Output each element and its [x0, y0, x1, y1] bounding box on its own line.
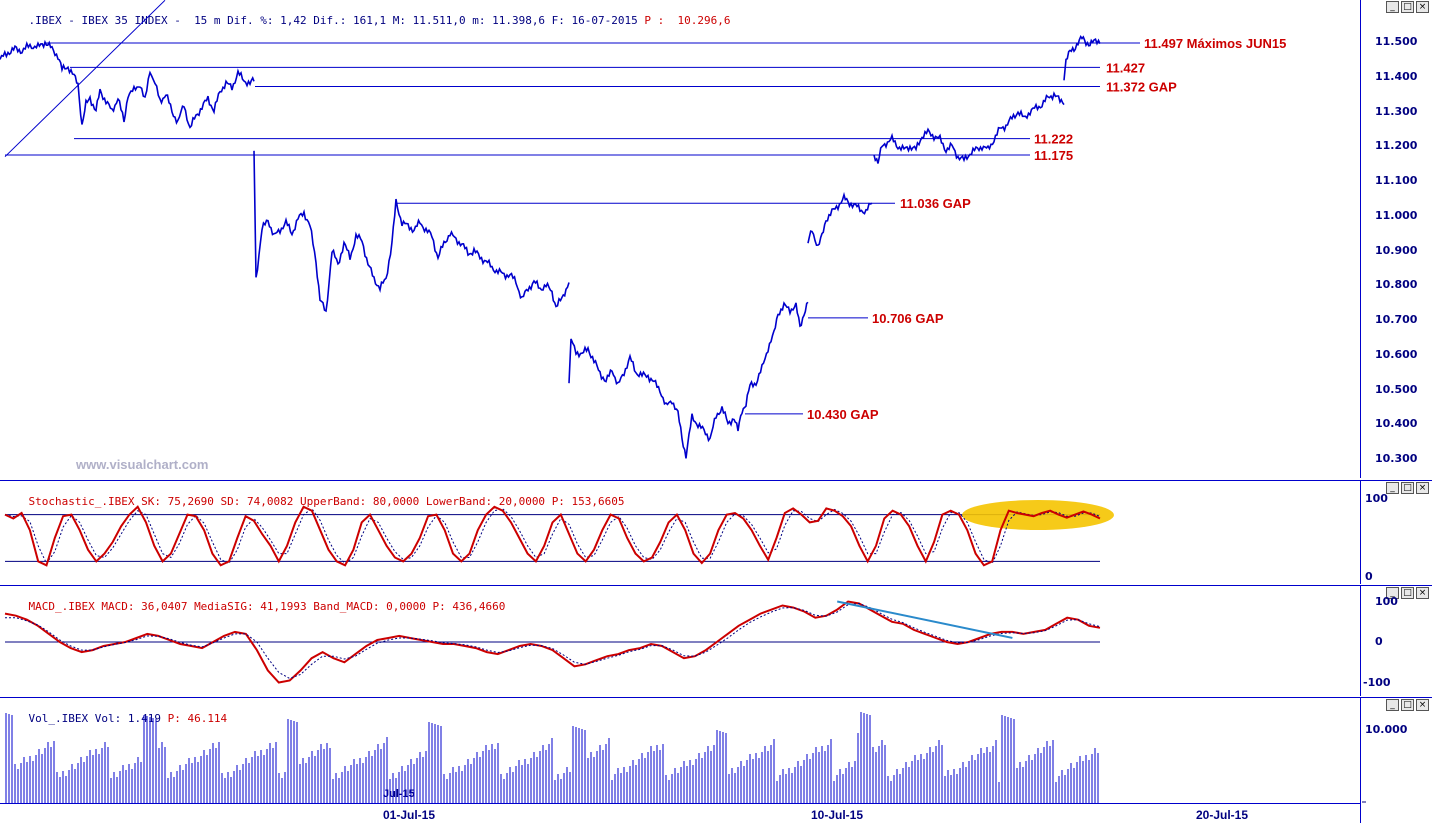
- price-panel: .IBEX - IBEX 35 INDEX - 15 m Dif. %: 1,4…: [0, 0, 1362, 27]
- window-buttons: _ □ ×: [1386, 1, 1429, 13]
- volume-panel: Vol_.IBEX Vol: 1.419 P: 46.114: [0, 698, 1360, 803]
- level-label: 11.175: [1034, 148, 1073, 163]
- stochastic-tick-label: 0: [1365, 570, 1373, 583]
- price-tick-label: 10.600: [1375, 347, 1418, 361]
- minimize-button[interactable]: _: [1386, 587, 1399, 599]
- close-button[interactable]: ×: [1416, 1, 1429, 13]
- price-tick-label: 10.900: [1375, 243, 1418, 257]
- price-tick-label: 10.500: [1375, 382, 1418, 396]
- stochastic-tick-label: 100: [1365, 492, 1388, 505]
- close-button[interactable]: ×: [1416, 699, 1429, 711]
- minimize-button[interactable]: _: [1386, 1, 1399, 13]
- minimize-button[interactable]: _: [1386, 482, 1399, 494]
- macd-line: [4, 600, 1101, 684]
- price-line: [807, 191, 873, 247]
- volume-tick-label: 10.000: [1365, 723, 1408, 736]
- macd-header-last: P: 436,4660: [432, 600, 506, 613]
- volume-axis: _ □ × 10.000: [1360, 698, 1432, 823]
- x-label-10-jul: 10-Jul-15: [811, 808, 864, 822]
- close-button[interactable]: ×: [1416, 482, 1429, 494]
- watermark: www.visualchart.com: [76, 457, 209, 472]
- macd-header-text: MACD_.IBEX MACD: 36,0407 MediaSIG: 41,19…: [28, 600, 433, 613]
- macd-signal-line: [5, 602, 1101, 680]
- price-header-text: .IBEX - IBEX 35 INDEX - 15 m Dif. %: 1,4…: [28, 14, 645, 27]
- stochastic-bottom-divider: [0, 585, 1432, 586]
- price-line: [253, 150, 570, 313]
- macd-divergence-line: [836, 600, 1013, 639]
- maximize-button[interactable]: □: [1401, 1, 1414, 13]
- level-label: 11.497 Máximos JUN15: [1144, 36, 1286, 51]
- stochastic-sk-line: [4, 505, 1101, 567]
- stochastic-axis: _ □ × 100 0: [1360, 481, 1432, 584]
- x-label-20-jul: 20-Jul-15: [1196, 808, 1249, 822]
- close-button[interactable]: ×: [1416, 587, 1429, 599]
- window-buttons: _ □ ×: [1386, 482, 1429, 494]
- macd-tick-label: 100: [1375, 594, 1398, 608]
- stochastic-header-text: Stochastic_.IBEX SK: 75,2690 SD: 74,0082…: [28, 495, 552, 508]
- trend-diagonal-line: [4, 0, 166, 158]
- price-tick-label: 11.100: [1375, 174, 1418, 187]
- macd-header: MACD_.IBEX MACD: 36,0407 MediaSIG: 41,19…: [0, 586, 1362, 613]
- price-tick-label: 11.000: [1375, 208, 1418, 222]
- macd-tick-label: -100: [1363, 675, 1391, 689]
- macd-bottom-divider: [0, 697, 1432, 698]
- price-line: [1063, 34, 1101, 81]
- price-header: .IBEX - IBEX 35 INDEX - 15 m Dif. %: 1,4…: [0, 0, 1362, 27]
- price-tick-label: 11.500: [1375, 35, 1418, 48]
- level-label: 11.222: [1034, 132, 1073, 147]
- stochastic-header-last: P: 153,6605: [551, 495, 625, 508]
- volume-header-last: P: 46.114: [167, 712, 228, 725]
- level-label: 10.706 GAP: [872, 311, 944, 326]
- maximize-button[interactable]: □: [1401, 699, 1414, 711]
- macd-panel: MACD_.IBEX MACD: 36,0407 MediaSIG: 41,19…: [0, 586, 1360, 696]
- window-buttons: _ □ ×: [1386, 699, 1429, 711]
- maximize-button[interactable]: □: [1401, 587, 1414, 599]
- price-tick-label: 10.300: [1375, 452, 1418, 465]
- macd-axis: _ □ × 100 0 -100: [1360, 586, 1432, 696]
- price-tick-label: 11.200: [1375, 139, 1418, 153]
- price-tick-label: 10.800: [1375, 278, 1418, 292]
- price-tick-label: 10.400: [1375, 417, 1418, 431]
- volume-header: Vol_.IBEX Vol: 1.419 P: 46.114: [0, 698, 1362, 725]
- time-axis-divider: [0, 803, 1360, 804]
- price-tick-label: 11.300: [1375, 104, 1418, 118]
- stochastic-sd-line: [4, 508, 1101, 565]
- price-axis: _ □ × 11.500 11.400 11.300 11.200 11.100 11.000 1…: [1360, 0, 1432, 478]
- level-label: 11.036 GAP: [900, 196, 971, 211]
- stochastic-panel: Stochastic_.IBEX SK: 75,2690 SD: 74,0082…: [0, 481, 1360, 584]
- price-bottom-divider: [0, 480, 1432, 481]
- window-buttons: _ □ ×: [1386, 587, 1429, 599]
- price-line: [568, 301, 809, 459]
- price-line: [873, 91, 1065, 164]
- maximize-button[interactable]: □: [1401, 482, 1414, 494]
- price-line: [0, 39, 255, 129]
- price-tick-label: 11.400: [1375, 69, 1418, 83]
- price-tick-label: 10.700: [1375, 313, 1418, 326]
- x-label-01-jul: 01-Jul-15: [383, 808, 436, 822]
- price-header-last: P : 10.296,6: [644, 14, 731, 27]
- stochastic-header: Stochastic_.IBEX SK: 75,2690 SD: 74,0082…: [0, 481, 1362, 508]
- level-label: 10.430 GAP: [807, 407, 879, 422]
- minimize-button[interactable]: _: [1386, 699, 1399, 711]
- level-label: 11.427: [1106, 60, 1145, 75]
- level-label: 11.372 GAP: [1106, 79, 1177, 94]
- macd-tick-label: 0: [1375, 635, 1383, 648]
